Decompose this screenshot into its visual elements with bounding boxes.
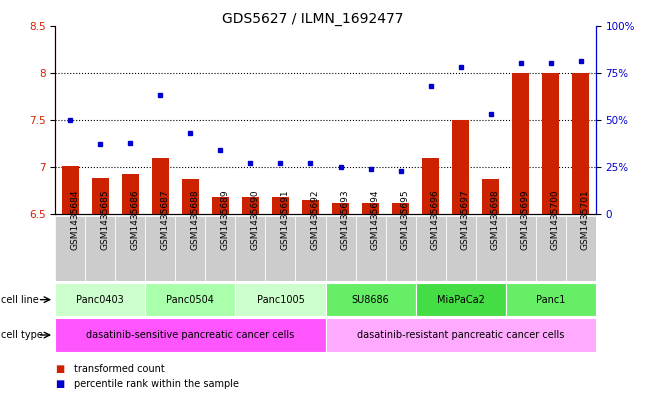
Text: GSM1435690: GSM1435690 — [251, 189, 260, 250]
Text: cell line: cell line — [1, 295, 38, 305]
Bar — [302, 200, 319, 214]
Text: dasatinib-resistant pancreatic cancer cells: dasatinib-resistant pancreatic cancer ce… — [357, 330, 564, 340]
Text: GSM1435689: GSM1435689 — [221, 189, 229, 250]
Bar — [145, 216, 175, 281]
Bar — [152, 158, 169, 214]
Text: GSM1435696: GSM1435696 — [430, 189, 439, 250]
Text: ■: ■ — [55, 364, 64, 374]
Text: GSM1435691: GSM1435691 — [281, 189, 290, 250]
Text: ■: ■ — [55, 379, 64, 389]
Bar — [175, 216, 206, 281]
Text: Panc1: Panc1 — [536, 295, 565, 305]
Bar — [326, 283, 415, 316]
Bar — [236, 283, 326, 316]
Text: GSM1435687: GSM1435687 — [160, 189, 169, 250]
Text: transformed count: transformed count — [74, 364, 164, 374]
Bar — [415, 216, 445, 281]
Text: GSM1435695: GSM1435695 — [400, 189, 409, 250]
Bar — [506, 216, 536, 281]
Bar — [355, 216, 385, 281]
Bar — [422, 158, 439, 214]
Bar — [115, 216, 145, 281]
Bar — [572, 73, 589, 214]
Text: Panc0504: Panc0504 — [167, 295, 214, 305]
Bar — [506, 283, 596, 316]
Bar — [452, 120, 469, 214]
Bar — [385, 216, 415, 281]
Bar — [266, 216, 296, 281]
Text: GSM1435699: GSM1435699 — [521, 189, 530, 250]
Bar — [55, 318, 325, 352]
Bar — [393, 203, 409, 214]
Bar — [536, 216, 566, 281]
Text: GSM1435686: GSM1435686 — [130, 189, 139, 250]
Bar — [122, 174, 139, 214]
Bar — [332, 203, 349, 214]
Text: GSM1435692: GSM1435692 — [311, 189, 320, 250]
Bar — [55, 216, 85, 281]
Text: Panc1005: Panc1005 — [256, 295, 305, 305]
Bar — [182, 179, 199, 214]
Bar — [85, 216, 115, 281]
Bar — [326, 216, 355, 281]
Bar — [272, 197, 289, 214]
Bar — [512, 73, 529, 214]
Text: cell type: cell type — [1, 330, 42, 340]
Text: GSM1435688: GSM1435688 — [191, 189, 199, 250]
Bar — [482, 179, 499, 214]
Bar — [145, 283, 236, 316]
Bar — [212, 197, 229, 214]
Bar — [326, 318, 596, 352]
Bar — [92, 178, 109, 214]
Text: GDS5627 / ILMN_1692477: GDS5627 / ILMN_1692477 — [222, 12, 403, 26]
Text: SU8686: SU8686 — [352, 295, 389, 305]
Text: GSM1435693: GSM1435693 — [340, 189, 350, 250]
Text: dasatinib-sensitive pancreatic cancer cells: dasatinib-sensitive pancreatic cancer ce… — [87, 330, 294, 340]
Bar — [476, 216, 506, 281]
Bar — [296, 216, 326, 281]
Text: percentile rank within the sample: percentile rank within the sample — [74, 379, 238, 389]
Text: GSM1435685: GSM1435685 — [100, 189, 109, 250]
Bar — [62, 166, 79, 214]
Bar — [55, 283, 145, 316]
Text: GSM1435694: GSM1435694 — [370, 189, 380, 250]
Bar — [445, 216, 476, 281]
Bar — [236, 216, 266, 281]
Bar — [242, 197, 258, 214]
Text: GSM1435697: GSM1435697 — [461, 189, 469, 250]
Bar — [542, 73, 559, 214]
Text: GSM1435701: GSM1435701 — [581, 189, 590, 250]
Bar — [566, 216, 596, 281]
Bar — [415, 283, 506, 316]
Text: GSM1435698: GSM1435698 — [491, 189, 499, 250]
Bar — [206, 216, 236, 281]
Bar — [362, 203, 379, 214]
Text: GSM1435684: GSM1435684 — [70, 189, 79, 250]
Text: MiaPaCa2: MiaPaCa2 — [437, 295, 484, 305]
Text: GSM1435700: GSM1435700 — [551, 189, 560, 250]
Text: Panc0403: Panc0403 — [76, 295, 124, 305]
